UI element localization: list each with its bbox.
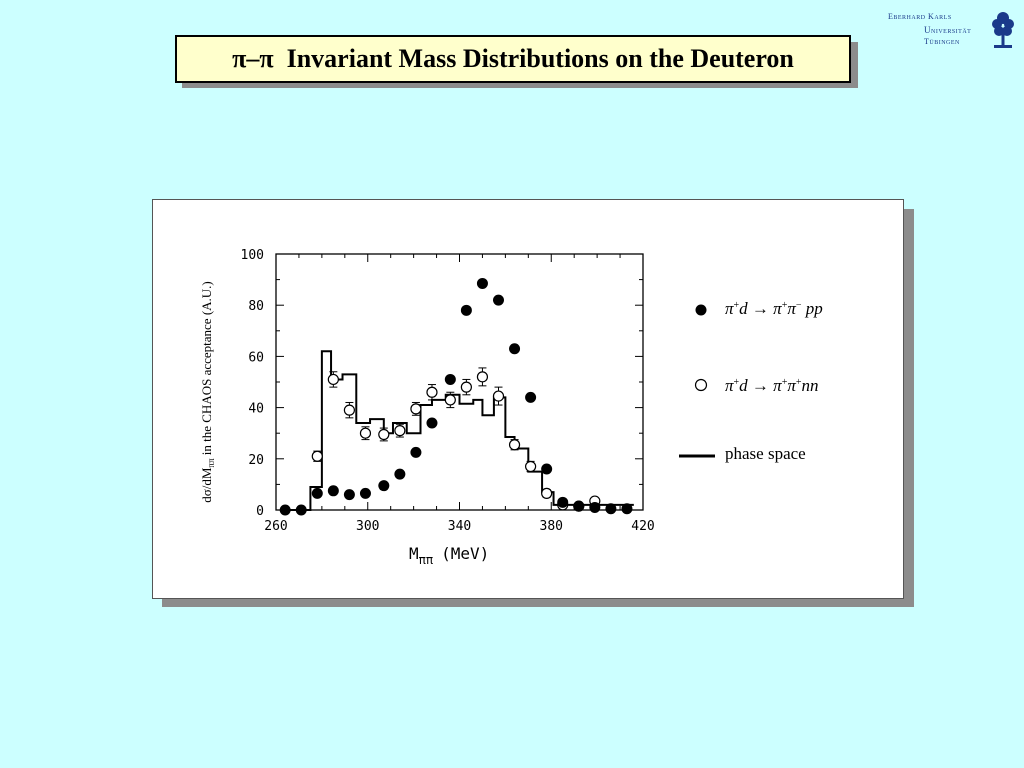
data-point-pp [295,504,307,516]
data-point-nn [541,487,553,499]
y-tick-label: 0 [256,504,264,519]
y-tick-label: 60 [248,350,264,365]
data-point-nn [525,460,537,473]
data-point-pp [327,485,339,497]
data-point-nn [492,390,505,402]
y-tick-label: 100 [241,248,264,263]
data-point-nn [311,450,323,462]
data-point-nn [327,373,339,386]
data-point-pp [605,503,617,515]
data-point-pp [444,373,456,385]
data-point-pp [621,503,633,515]
university-logo: Eberhard Karls Universität Tübingen [884,10,1016,54]
data-point-pp [410,446,422,458]
data-point-pp [525,391,537,403]
figure-panel: 260 300 340 380 420 0 20 40 60 80 100 dσ/dMππ in t… [152,199,904,599]
logo-line-2: Universität [924,25,972,35]
y-tick-label: 80 [248,299,264,314]
data-point-nn [476,371,489,383]
data-point-pp [311,487,323,499]
chart: 260 300 340 380 420 0 20 40 60 80 100 dσ/dMππ in t… [199,248,823,567]
y-axis-title: dσ/dMππ in the CHAOS acceptance (A.U.) [199,281,216,503]
data-point-pp [589,501,601,513]
data-point-nn [508,439,521,451]
data-point-pp [279,504,291,516]
data-point-pp [476,277,488,289]
legend-label-pp: π+d → π+π− pp [725,299,823,318]
data-point-nn [359,427,372,439]
data-point-nn [394,425,406,437]
data-point-pp [492,294,504,306]
x-tick-label: 380 [540,519,563,534]
legend-label-phase-space: phase space [725,444,806,463]
data-point-pp [394,468,406,480]
data-point-pp [343,489,355,501]
legend: π+d → π+π− pp π+d → π+π+nn phase space [679,299,823,463]
legend-marker-pp [695,304,707,316]
x-tick-label: 420 [631,519,654,534]
data-point-pp [541,463,553,475]
data-point-pp [557,496,569,508]
page-title: π–π Invariant Mass Distributions on the … [175,35,851,83]
data-point-pp [573,500,585,512]
legend-marker-nn [694,378,708,392]
data-point-pp [359,487,371,499]
y-tick-label: 40 [248,402,264,417]
data-point-pp [426,417,438,429]
data-point-pp [378,480,390,492]
data-point-nn [378,428,390,441]
x-tick-label: 340 [448,519,471,534]
logo-line-3: Tübingen [924,37,960,46]
data-point-nn [343,404,355,416]
legend-label-nn: π+d → π+π+nn [725,376,819,395]
data-point-nn [410,403,422,415]
data-point-nn [426,386,438,398]
tree-seal-icon [992,12,1014,48]
y-tick-label: 20 [248,453,264,468]
x-tick-label: 300 [356,519,379,534]
data-point-nn [444,394,456,406]
x-tick-label: 260 [264,519,287,534]
phase-space-histogram [285,350,634,511]
logo-line-1: Eberhard Karls [888,12,952,21]
x-axis-title: Mππ (MeV) [409,544,489,567]
data-point-pp [460,304,472,316]
data-point-pp [509,343,521,355]
data-point-nn [460,381,472,393]
